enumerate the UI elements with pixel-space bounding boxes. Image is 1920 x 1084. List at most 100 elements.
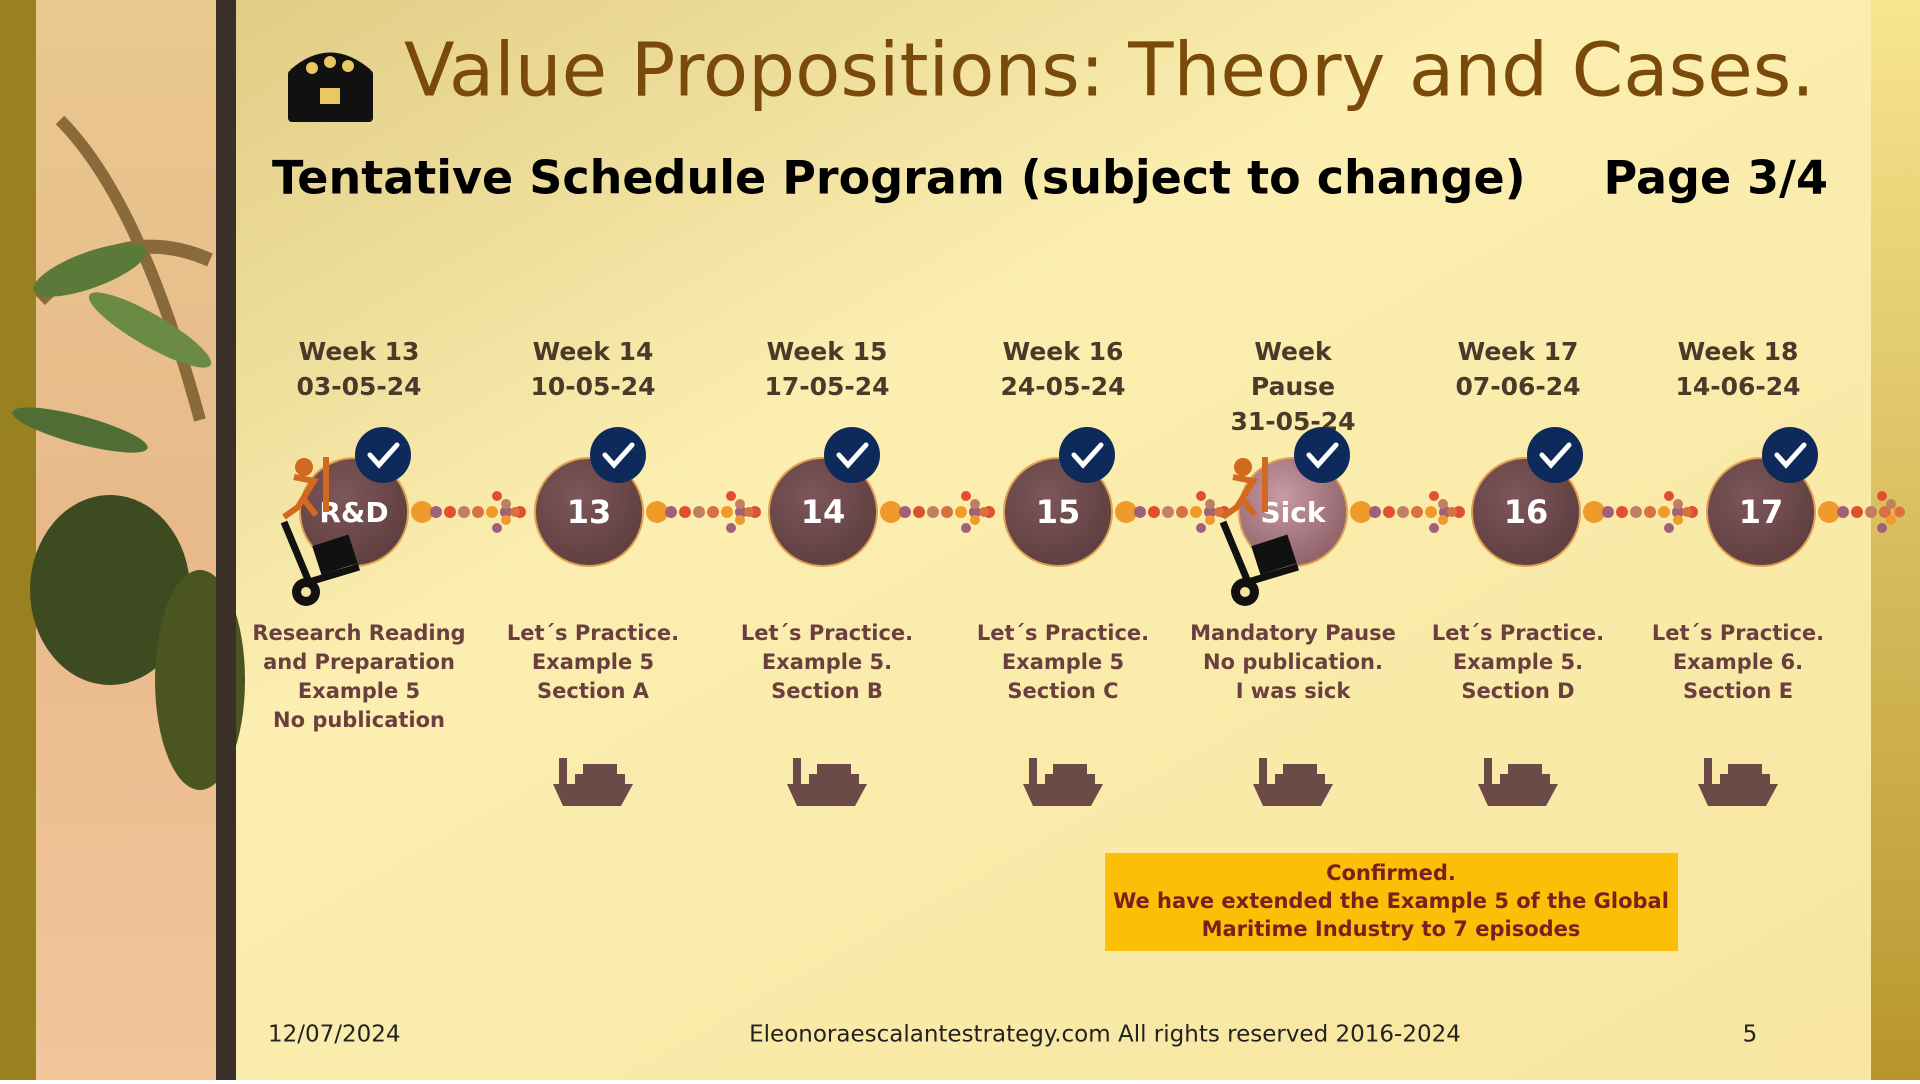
title: Value Propositions: Theory and Cases. xyxy=(404,28,1815,114)
arrow-bead xyxy=(961,523,971,533)
bead xyxy=(1190,506,1202,518)
bead xyxy=(735,506,747,518)
week-circle xyxy=(1471,457,1581,567)
description: Let´s Practice. xyxy=(1432,621,1604,645)
bead xyxy=(1630,506,1642,518)
arrow-bead xyxy=(1682,507,1692,517)
week-heading: Week 14 xyxy=(533,337,654,366)
check-mark xyxy=(1071,442,1104,469)
check-mark xyxy=(367,442,400,469)
bead xyxy=(880,501,902,523)
bead xyxy=(1350,501,1372,523)
bead xyxy=(472,506,484,518)
bead xyxy=(1616,506,1628,518)
bead xyxy=(1644,506,1656,518)
note-text: Maritime Industry to 7 episodes xyxy=(1202,917,1581,941)
arrow-bead xyxy=(1205,515,1215,525)
bead xyxy=(1865,506,1877,518)
description: Example 6. xyxy=(1673,650,1803,674)
bead xyxy=(486,506,498,518)
bead xyxy=(913,506,925,518)
description: Section C xyxy=(1007,679,1118,703)
week-heading: Week xyxy=(1254,337,1333,366)
check-badge xyxy=(824,427,880,483)
week-heading: Week 15 xyxy=(767,337,888,366)
bead xyxy=(1134,506,1146,518)
arrow-bead xyxy=(1438,499,1448,509)
circle-label: Sick xyxy=(1261,496,1327,529)
bead xyxy=(665,506,677,518)
week-heading: 14-06-24 xyxy=(1675,372,1800,401)
arrow-bead xyxy=(1673,515,1683,525)
ship-icon xyxy=(1698,758,1778,806)
bead xyxy=(969,506,981,518)
bead xyxy=(693,506,705,518)
bead xyxy=(899,506,911,518)
bead xyxy=(1879,506,1891,518)
divider-bar xyxy=(216,0,236,1080)
arrow-bead xyxy=(1895,507,1905,517)
description: Example 5. xyxy=(1453,650,1583,674)
description: Section B xyxy=(771,679,883,703)
bead xyxy=(955,506,967,518)
mover-icon xyxy=(295,458,313,476)
arrow-bead xyxy=(1886,499,1896,509)
page-indicator: Page 3/4 xyxy=(1604,151,1828,205)
arrow-bead xyxy=(1877,491,1887,501)
bead xyxy=(1818,501,1840,523)
bead xyxy=(1383,506,1395,518)
week-heading: 17-05-24 xyxy=(764,372,889,401)
bead xyxy=(1176,506,1188,518)
description: Example 5. xyxy=(762,650,892,674)
bead xyxy=(1602,506,1614,518)
bead xyxy=(500,506,512,518)
bead xyxy=(646,501,668,523)
check-badge xyxy=(1762,427,1818,483)
mover-icon xyxy=(1221,457,1268,520)
description: Section A xyxy=(537,679,650,703)
check-badge xyxy=(590,427,646,483)
arrow-bead xyxy=(970,515,980,525)
arrow-bead xyxy=(1205,499,1215,509)
check-badge xyxy=(1059,427,1115,483)
arrow-bead xyxy=(1196,523,1206,533)
check-mark xyxy=(1774,442,1807,469)
week-heading: Week 17 xyxy=(1458,337,1579,366)
bead xyxy=(941,506,953,518)
arrow-bead xyxy=(726,523,736,533)
ship-icon xyxy=(553,758,633,806)
week-heading: 10-05-24 xyxy=(530,372,655,401)
description: and Preparation xyxy=(263,650,455,674)
dolly-icon xyxy=(1251,534,1297,575)
week-circle xyxy=(1706,457,1816,567)
bead xyxy=(1162,506,1174,518)
description: Example 5 xyxy=(1002,650,1124,674)
bead xyxy=(1583,501,1605,523)
arrow-bead xyxy=(979,507,989,517)
circle-label: 14 xyxy=(801,493,846,531)
arrow-bead xyxy=(1429,491,1439,501)
subtitle: Tentative Schedule Program (subject to c… xyxy=(272,151,1526,205)
description: Research Reading xyxy=(252,621,465,645)
arrow-bead xyxy=(1673,499,1683,509)
arrow-bead xyxy=(1664,523,1674,533)
arrow-bead xyxy=(1664,491,1674,501)
description: Let´s Practice. xyxy=(507,621,679,645)
bead xyxy=(707,506,719,518)
footer-number: 5 xyxy=(1743,1022,1758,1048)
left-band xyxy=(0,0,36,1080)
week-circle xyxy=(1003,457,1113,567)
dolly-icon xyxy=(1240,587,1250,597)
week-heading: Week 18 xyxy=(1678,337,1799,366)
description: Let´s Practice. xyxy=(1652,621,1824,645)
week-heading: Week 16 xyxy=(1003,337,1124,366)
check-mark xyxy=(1539,442,1572,469)
arrow-bead xyxy=(1886,515,1896,525)
arrow-bead xyxy=(492,523,502,533)
arrow-bead xyxy=(501,499,511,509)
check-badge xyxy=(1294,427,1350,483)
description: Section E xyxy=(1683,679,1793,703)
description: Section D xyxy=(1461,679,1574,703)
bead xyxy=(1658,506,1670,518)
